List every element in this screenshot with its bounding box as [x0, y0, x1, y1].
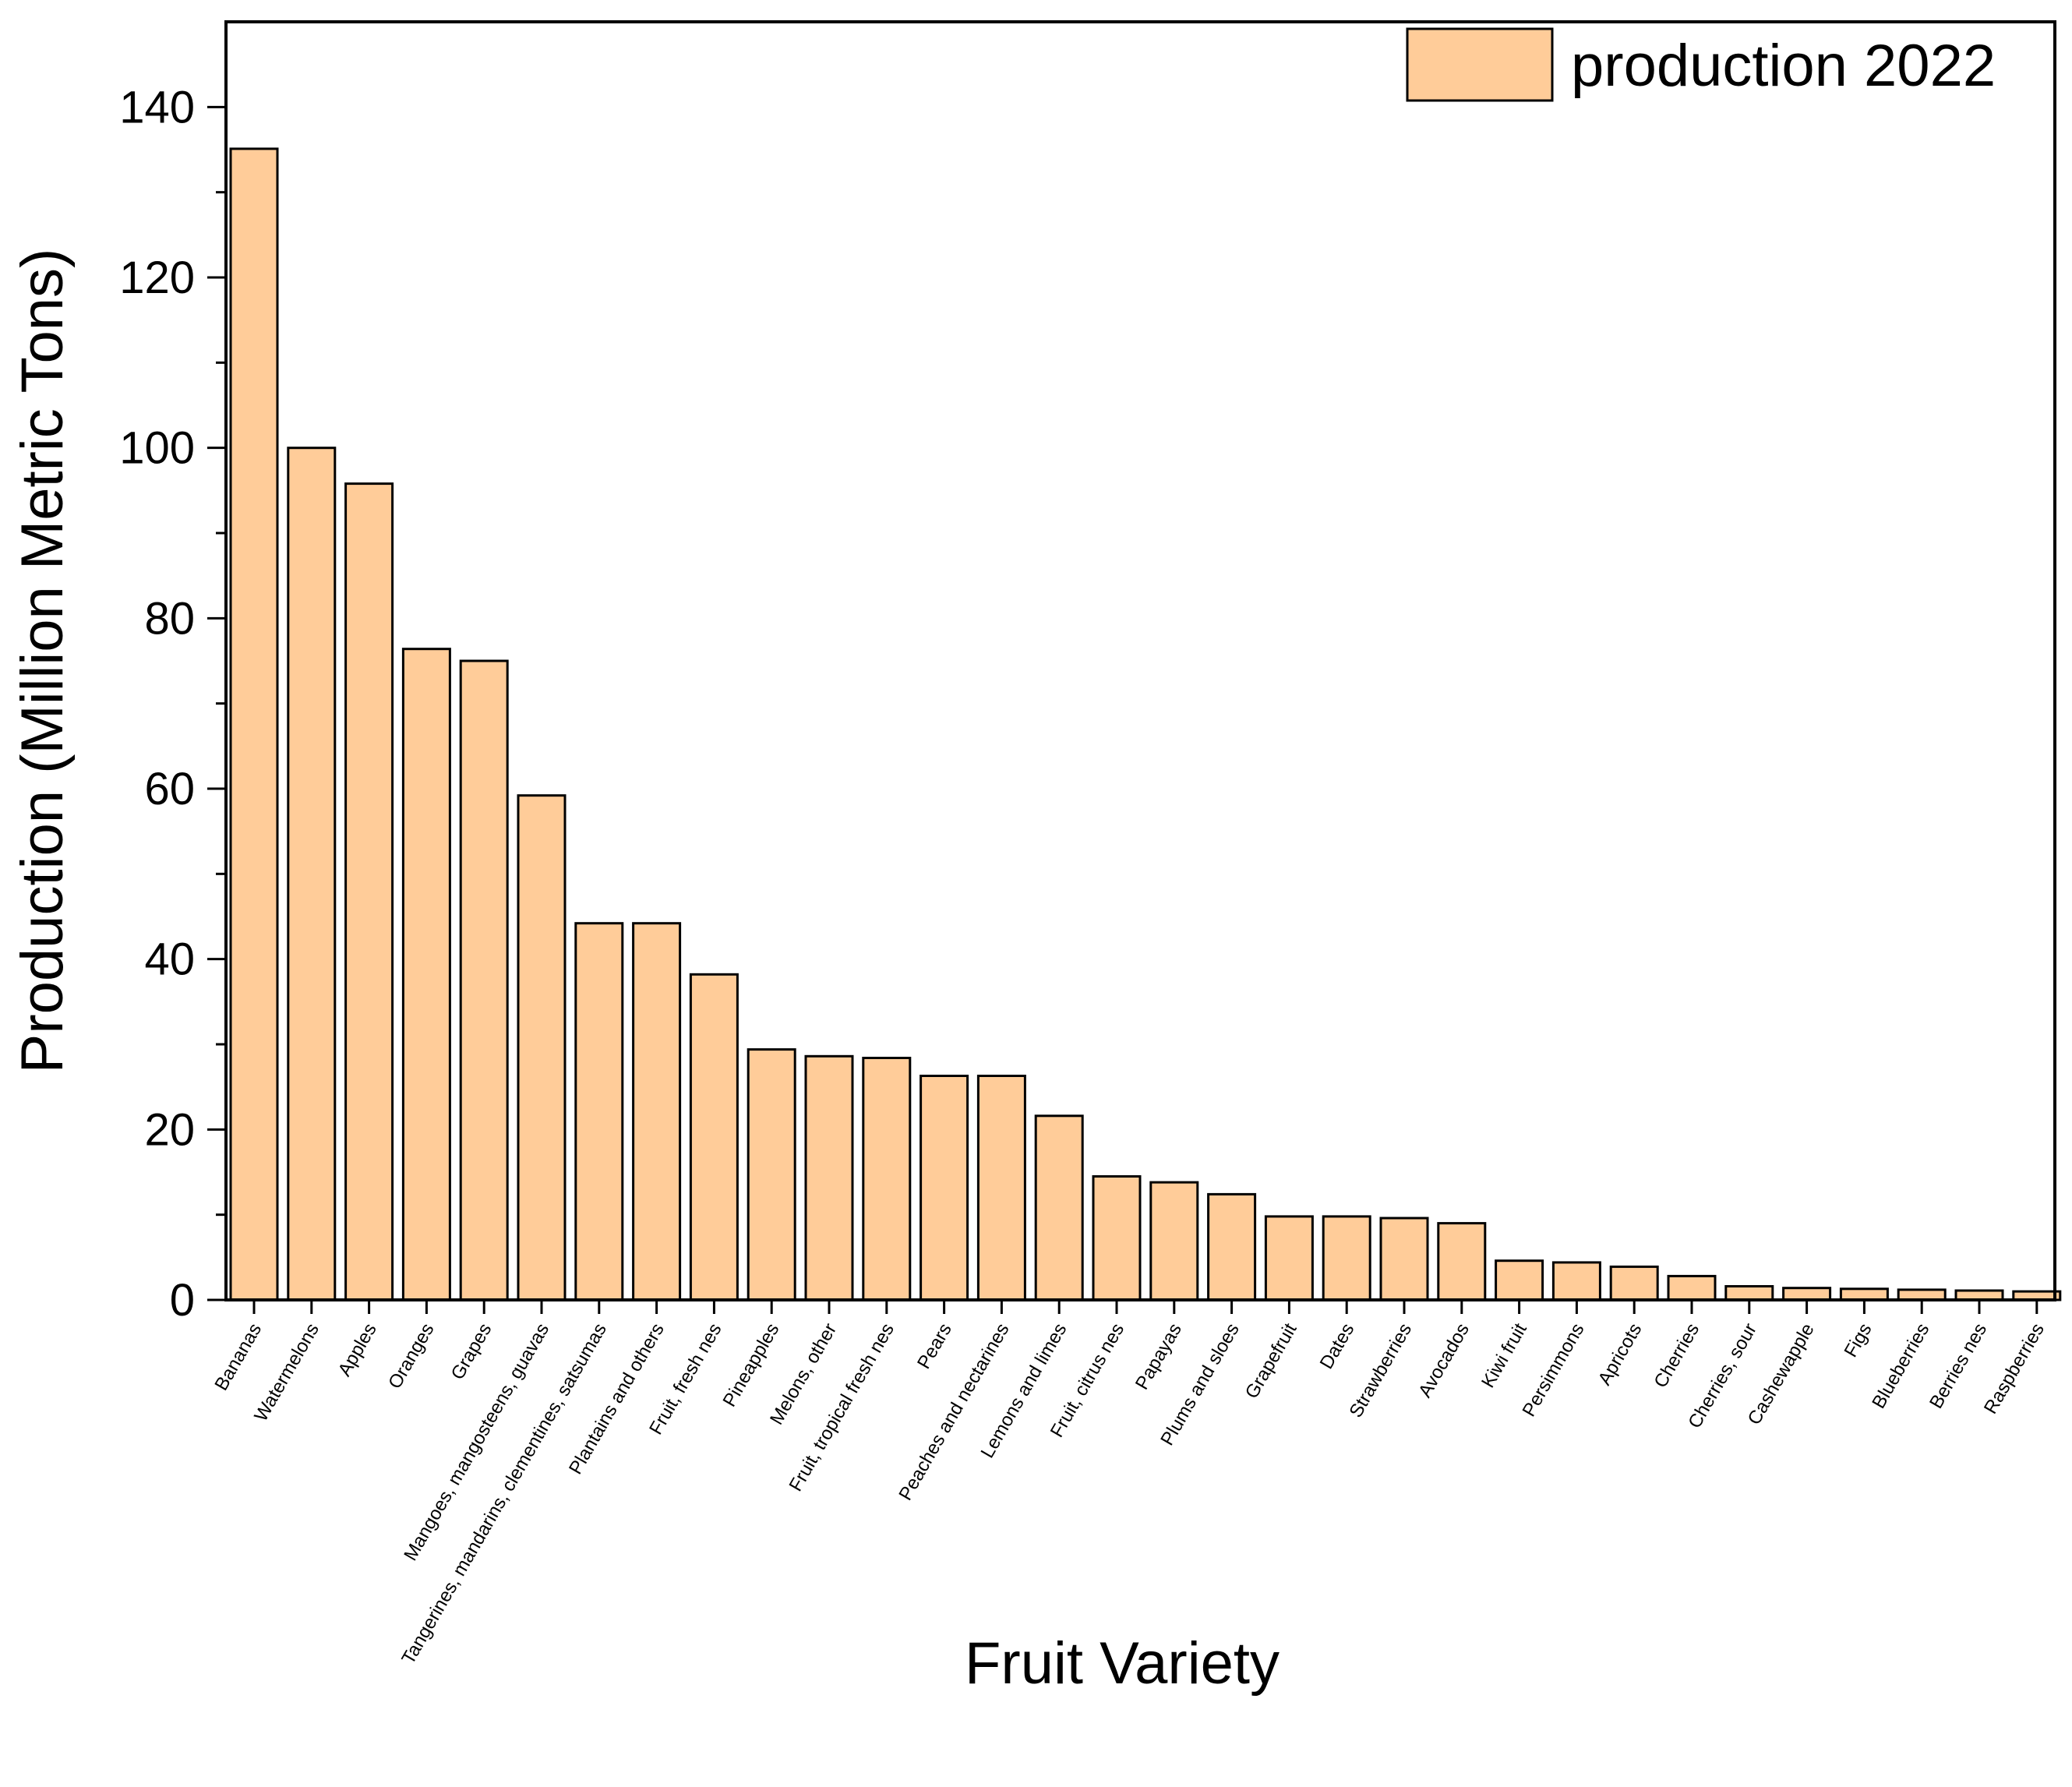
bar-14: [1034, 1114, 1084, 1301]
bar-3: [401, 648, 451, 1301]
bar-10: [804, 1054, 854, 1301]
bar-1: [287, 447, 337, 1301]
bar-24: [1609, 1265, 1659, 1301]
bar-21: [1437, 1222, 1487, 1301]
bar-2: [344, 482, 394, 1301]
bar-15: [1092, 1175, 1142, 1301]
bar-26: [1724, 1285, 1774, 1301]
bar-7: [632, 922, 682, 1301]
bar-18: [1264, 1215, 1314, 1301]
y-tick-label: 40: [144, 934, 195, 985]
plot-frame: [224, 20, 2056, 1301]
bars-group: [229, 147, 2062, 1301]
x-axis-title: Fruit Variety: [965, 1630, 1280, 1697]
y-tick-label: 100: [119, 423, 195, 474]
bar-12: [920, 1075, 969, 1301]
y-tick-label: 120: [119, 253, 195, 303]
bar-28: [1839, 1287, 1889, 1301]
y-tick-label: 80: [144, 593, 195, 644]
bar-6: [574, 922, 624, 1301]
bar-8: [689, 973, 739, 1301]
bar-4: [459, 659, 509, 1301]
bar-20: [1379, 1217, 1429, 1301]
bar-17: [1207, 1192, 1257, 1301]
bar-27: [1782, 1287, 1832, 1301]
bar-16: [1149, 1181, 1199, 1301]
y-axis-title: Production (Million Metric Tons): [9, 249, 76, 1074]
y-axis: 0 20 40 60 80 100 120 140: [119, 82, 226, 1326]
y-tick-label: 140: [119, 82, 195, 132]
legend-swatch: [1406, 27, 1554, 102]
legend: production 2022: [1406, 27, 1996, 102]
bar-13: [976, 1075, 1026, 1301]
bar-19: [1322, 1215, 1371, 1301]
bar-23: [1551, 1261, 1601, 1301]
bar-5: [517, 794, 567, 1301]
bar-22: [1495, 1259, 1544, 1301]
y-tick-label: 60: [144, 764, 195, 814]
bar-25: [1667, 1274, 1717, 1301]
bar-9: [747, 1048, 796, 1301]
legend-label: production 2022: [1571, 33, 1996, 99]
bar-11: [862, 1057, 912, 1301]
y-tick-label: 0: [170, 1275, 195, 1326]
bar-0: [229, 147, 279, 1301]
y-tick-label: 20: [144, 1104, 195, 1155]
